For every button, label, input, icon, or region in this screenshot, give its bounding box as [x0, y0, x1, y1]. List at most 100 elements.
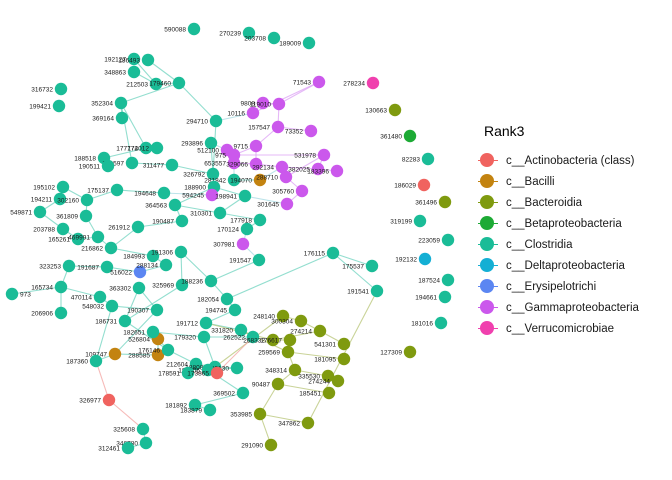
node-175137: 175137	[87, 183, 124, 197]
node-248140: 248140	[253, 309, 290, 323]
node-circle	[197, 330, 211, 344]
node-label: 183879	[180, 407, 202, 414]
node-194211: 194211	[31, 192, 67, 206]
node-label: 369164	[92, 115, 114, 122]
node-circle	[271, 120, 285, 134]
node-label: 216862	[81, 245, 103, 252]
node-194745: 194745	[205, 303, 242, 317]
node-circle	[438, 195, 452, 209]
node-label: 182054	[197, 296, 219, 303]
node-190307: 190307	[127, 303, 164, 317]
node-circle	[93, 290, 107, 304]
node-165734: 165734	[31, 280, 68, 294]
node-circle	[54, 82, 68, 96]
node-label: 191712	[176, 320, 198, 327]
legend-item: c__Gammaproteobacteria	[478, 297, 668, 318]
legend-key	[478, 234, 502, 255]
node-label: 281842	[204, 177, 226, 184]
legend-key	[478, 171, 502, 192]
legend-title: Rank3	[484, 123, 525, 139]
node-310301: 310301	[190, 206, 227, 220]
node-541301: 541301	[314, 337, 351, 351]
node-186029: 186029	[394, 178, 431, 192]
node-circle	[151, 348, 165, 362]
node-label: 187360	[66, 358, 88, 365]
node-circle	[100, 260, 114, 274]
node-label: 130663	[365, 107, 387, 114]
node-circle	[283, 333, 297, 347]
node-183879: 183879	[180, 403, 217, 417]
node-label: 181892	[165, 402, 187, 409]
node-label: 325969	[152, 282, 174, 289]
node-circle	[321, 369, 335, 383]
node-circle	[301, 416, 315, 430]
node-circle	[403, 345, 417, 359]
node-circle	[253, 407, 267, 421]
node-circle	[209, 114, 223, 128]
node-circle	[206, 167, 220, 181]
node-circle	[388, 103, 402, 117]
node-label: 364563	[145, 202, 167, 209]
node-circle	[102, 393, 116, 407]
node-circle	[246, 330, 260, 344]
node-119010: 119010	[250, 97, 286, 111]
node-circle	[302, 36, 316, 50]
node-circle	[205, 188, 219, 202]
node-circle	[161, 343, 175, 357]
node-circle	[131, 220, 145, 234]
node-label: 179460	[149, 80, 171, 87]
node-circle	[242, 26, 256, 40]
node-label: 198941	[215, 193, 237, 200]
legend-label: c__Actinobacteria (class)	[506, 154, 635, 167]
node-90487: 90487	[252, 377, 285, 391]
node-circle	[174, 245, 188, 259]
node-circle	[141, 53, 155, 67]
node-circle	[80, 193, 94, 207]
node-label: 157547	[248, 124, 270, 131]
edge-179320-182651	[152, 331, 205, 338]
node-circle	[271, 377, 285, 391]
node-label: 278234	[343, 80, 365, 87]
node-352304: 352304	[91, 96, 128, 110]
node-181892: 181892	[165, 398, 202, 412]
node-label: 316732	[31, 86, 53, 93]
node-circle	[146, 249, 160, 263]
node-circle	[322, 386, 336, 400]
node-circle	[365, 259, 379, 273]
node-531978: 531978	[294, 148, 331, 162]
edge-594245-194648	[163, 192, 213, 196]
legend-swatch-icon	[480, 195, 494, 209]
node-label: 194070	[230, 177, 252, 184]
node-circle	[127, 65, 141, 79]
node-177918: 177918	[230, 213, 267, 227]
edge-186731-176146	[124, 320, 169, 351]
node-circle	[280, 197, 294, 211]
node-label: 191547	[229, 257, 251, 264]
node-circle	[249, 157, 263, 171]
node-circle	[108, 347, 122, 361]
node-label: 353985	[230, 411, 252, 418]
node-label: 326977	[79, 397, 101, 404]
node-circle	[210, 366, 224, 380]
edge-177772-188518	[103, 147, 147, 159]
node-circle	[53, 192, 67, 206]
node-label: 188080	[185, 364, 207, 371]
node-label: 189009	[279, 40, 301, 47]
edge-548032-190307	[111, 305, 158, 311]
node-label: 331820	[211, 327, 233, 334]
node-circle	[267, 31, 281, 45]
node-label: 188900	[184, 184, 206, 191]
node-184993: 184993	[123, 249, 160, 263]
node-173865: 173865	[187, 366, 224, 380]
node-212604: 212604	[166, 357, 203, 371]
legend-swatch-icon	[480, 153, 494, 167]
node-191712: 191712	[176, 316, 213, 330]
node-174012: 174012	[127, 141, 164, 155]
legend-label: c__Clostridia	[506, 238, 573, 251]
node-590088: 590088	[164, 22, 201, 36]
node-circle	[441, 233, 455, 247]
node-259569: 259569	[258, 345, 295, 359]
node-305760: 305760	[272, 184, 309, 198]
node-circle	[189, 357, 203, 371]
